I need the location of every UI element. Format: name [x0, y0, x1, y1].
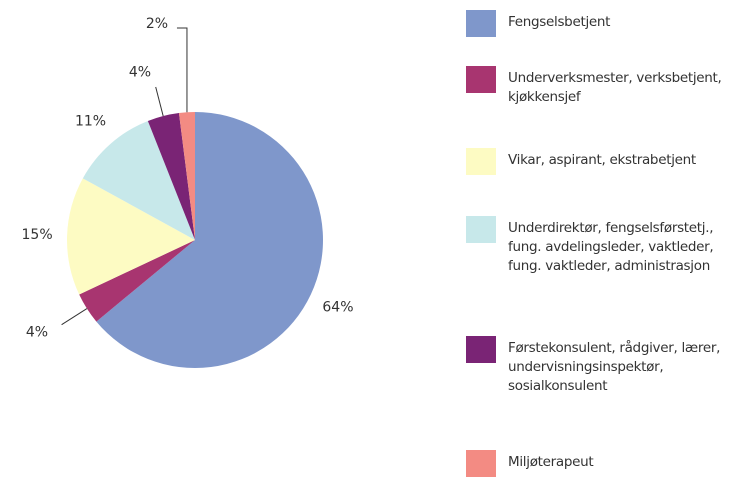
data-label: 64%: [322, 299, 353, 315]
data-label: 4%: [26, 325, 48, 341]
pie-slice: [82, 120, 195, 240]
legend-item: Miljøterapeut: [466, 450, 594, 477]
legend-label: Fengselsbetjent: [508, 14, 611, 30]
legend-label: Underdirektør, fengselsførstetj., fung. …: [508, 220, 714, 274]
legend-swatch: [466, 216, 496, 243]
legend-item: Underdirektør, fengselsførstetj., fung. …: [466, 216, 714, 276]
legend-item: Underverksmester, verksbetjent, kjøkkens…: [466, 66, 722, 107]
leader-line: [176, 27, 188, 113]
legend-item: Vikar, aspirant, ekstrabetjent: [466, 148, 696, 175]
pie-slice: [178, 112, 195, 240]
legend-swatch: [466, 10, 496, 37]
leader-line: [155, 86, 164, 117]
legend-item: Fengselsbetjent: [466, 10, 610, 37]
legend-swatch: [466, 148, 496, 175]
legend-swatch: [466, 336, 496, 363]
data-label: 4%: [129, 64, 151, 80]
data-label: 15%: [22, 227, 53, 243]
legend-swatch: [466, 66, 496, 93]
pie-slice: [79, 240, 195, 322]
leader-line: [61, 308, 88, 326]
legend-label: Førstekonsulent, rådgiver, lærer, underv…: [508, 340, 721, 394]
pie-slice: [147, 113, 195, 240]
legend-label: Miljøterapeut: [508, 454, 594, 470]
pie-slice: [67, 178, 195, 295]
legend-label: Vikar, aspirant, ekstrabetjent: [508, 152, 696, 168]
data-label: 11%: [75, 113, 106, 129]
legend-label: Underverksmester, verksbetjent, kjøkkens…: [508, 70, 722, 105]
data-label: 2%: [146, 16, 168, 32]
pie-slice: [96, 112, 324, 368]
legend-swatch: [466, 450, 496, 477]
legend-item: Førstekonsulent, rådgiver, lærer, underv…: [466, 336, 720, 396]
